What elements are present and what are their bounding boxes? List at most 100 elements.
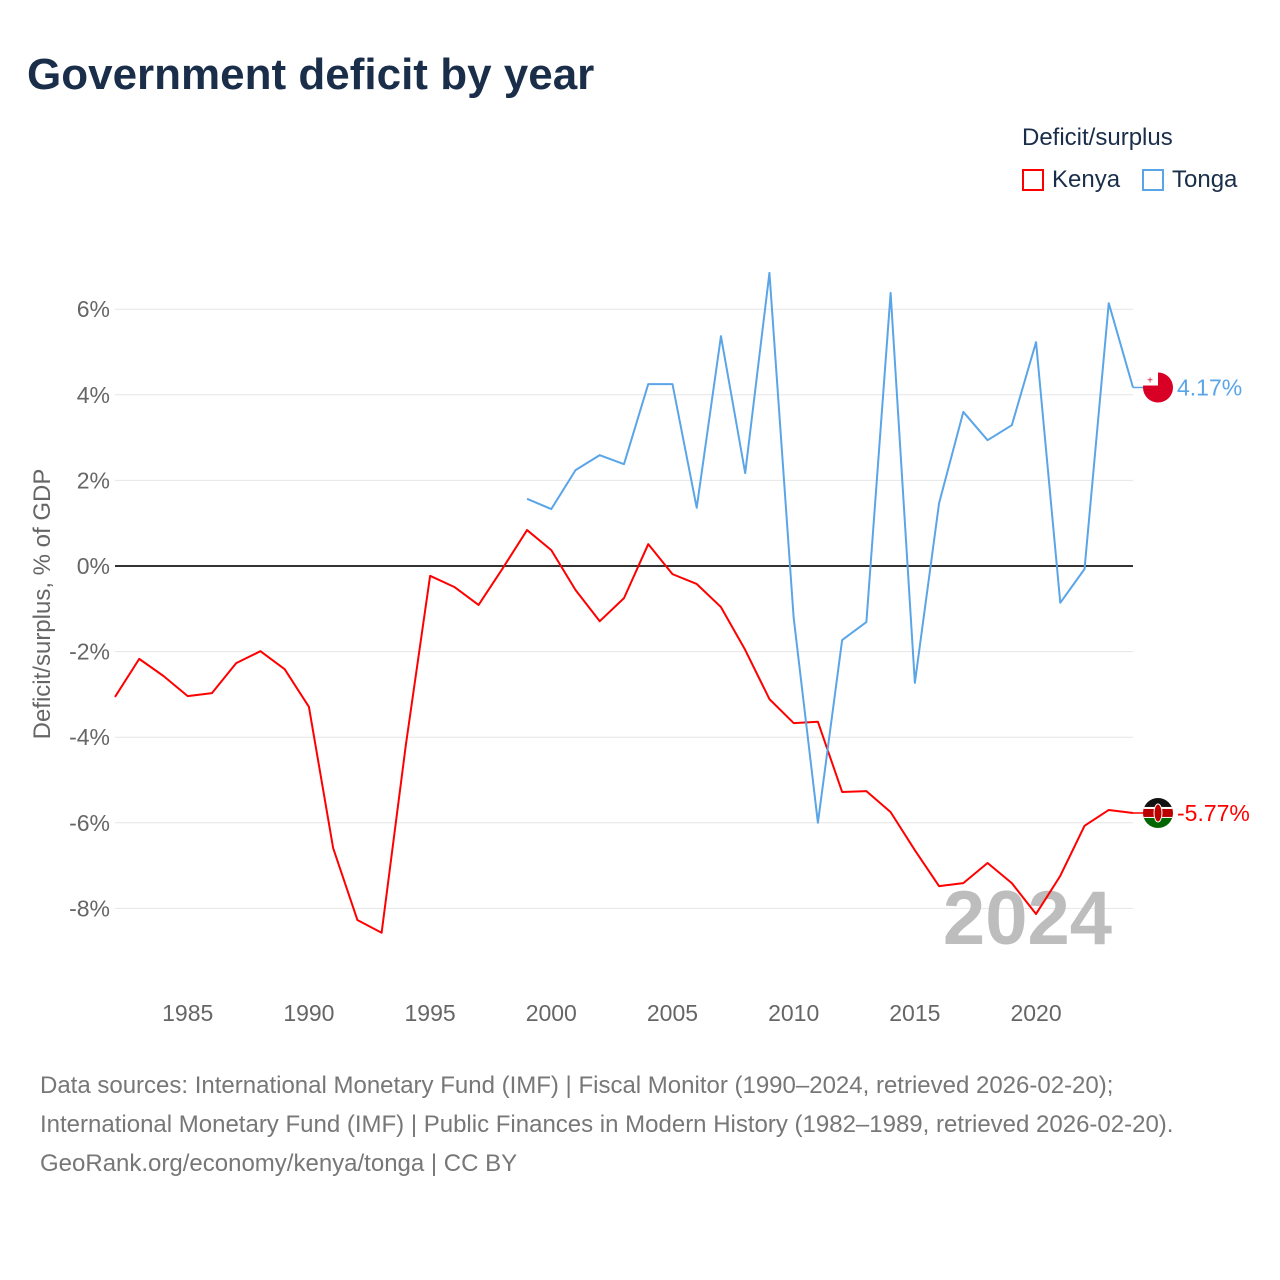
legend-swatch-kenya [1022, 169, 1044, 191]
x-tick-label: 1995 [405, 1000, 456, 1026]
data-point-tonga [1106, 301, 1111, 306]
legend-item-tonga[interactable]: Tonga [1142, 166, 1237, 194]
data-point-kenya [306, 704, 311, 709]
data-point-tonga [646, 382, 651, 387]
data-point-kenya [403, 742, 408, 747]
data-point-kenya [476, 602, 481, 607]
data-point-kenya [234, 661, 239, 666]
y-axis-label: Deficit/surplus, % of GDP [29, 469, 56, 740]
data-point-kenya [525, 528, 530, 533]
data-point-kenya [573, 587, 578, 592]
data-point-kenya [961, 881, 966, 886]
data-point-tonga [912, 680, 917, 685]
data-point-tonga [961, 409, 966, 414]
data-point-kenya [864, 789, 869, 794]
data-point-tonga [1034, 340, 1039, 345]
data-point-kenya [379, 930, 384, 935]
chart-title: Government deficit by year [27, 50, 595, 99]
data-point-tonga [622, 462, 627, 467]
data-point-kenya [985, 861, 990, 866]
shield [1153, 803, 1163, 823]
data-point-kenya [331, 846, 336, 851]
flag-icon-kenya [1143, 797, 1173, 828]
flag-canton [1143, 372, 1158, 386]
x-tick-label: 2020 [1010, 1000, 1061, 1026]
data-point-kenya [209, 691, 214, 696]
x-tick-label: 2000 [526, 1000, 577, 1026]
series-line-kenya [114, 529, 1134, 934]
data-point-kenya [888, 810, 893, 815]
data-point-tonga [1082, 566, 1087, 571]
data-point-kenya [791, 721, 796, 726]
data-point-tonga [670, 382, 675, 387]
year-watermark: 2024 [943, 876, 1112, 961]
data-point-kenya [815, 719, 820, 724]
data-point-tonga [840, 638, 845, 643]
data-point-tonga [1058, 600, 1063, 605]
data-point-kenya [1058, 873, 1063, 878]
data-point-kenya [428, 573, 433, 578]
footer: Data sources: International Monetary Fun… [40, 1066, 1240, 1183]
y-tick-label: 0% [77, 553, 110, 579]
flag-icon-tonga: + [1143, 372, 1173, 403]
data-point-tonga [549, 507, 554, 512]
data-point-kenya [912, 848, 917, 853]
series-line-tonga [526, 271, 1134, 824]
x-tick-label: 2010 [768, 1000, 819, 1026]
stripe-black [1143, 797, 1173, 808]
data-point-kenya [937, 884, 942, 889]
data-point-kenya [694, 581, 699, 586]
y-tick-label: 6% [77, 296, 110, 322]
end-value-label-tonga: 4.17% [1177, 375, 1242, 401]
data-point-kenya [258, 649, 263, 654]
y-tick-label: 4% [77, 382, 110, 408]
data-point-kenya [1082, 823, 1087, 828]
data-point-kenya [500, 566, 505, 571]
data-point-tonga [791, 615, 796, 620]
data-point-tonga [743, 471, 748, 476]
data-point-kenya [137, 656, 142, 661]
credit-link[interactable]: GeoRank.org/economy/kenya/tonga | CC BY [40, 1150, 518, 1177]
y-tick-label: 2% [77, 467, 110, 493]
flag-cross: + [1147, 376, 1153, 387]
data-point-kenya [1106, 807, 1111, 812]
data-point-kenya [185, 694, 190, 699]
data-point-tonga [694, 505, 699, 510]
legend-label-tonga: Tonga [1172, 166, 1238, 193]
legend-title: Deficit/surplus [1022, 124, 1173, 151]
data-point-tonga [573, 468, 578, 473]
data-point-tonga [767, 270, 772, 275]
x-tick-label: 1990 [283, 1000, 334, 1026]
data-point-kenya [549, 548, 554, 553]
data-point-kenya [161, 673, 166, 678]
data-point-kenya [282, 667, 287, 672]
x-tick-label: 1985 [162, 1000, 213, 1026]
y-tick-label: -8% [69, 895, 110, 921]
data-sources: Data sources: International Monetary Fun… [40, 1072, 1174, 1138]
data-point-tonga [597, 453, 602, 458]
data-point-tonga [1009, 423, 1014, 428]
data-point-kenya [113, 694, 118, 699]
data-point-tonga [937, 501, 942, 506]
data-point-kenya [1034, 911, 1039, 916]
x-tick-label: 2015 [889, 1000, 940, 1026]
data-point-kenya [743, 647, 748, 652]
data-point-kenya [597, 619, 602, 624]
legend-item-kenya[interactable]: Kenya [1022, 166, 1120, 194]
data-point-tonga [985, 438, 990, 443]
legend-label-kenya: Kenya [1052, 166, 1121, 193]
data-point-kenya [840, 789, 845, 794]
stripe-green [1143, 817, 1173, 828]
data-point-kenya [452, 584, 457, 589]
data-point-tonga [718, 334, 723, 339]
y-tick-label: -6% [69, 810, 110, 836]
data-point-kenya [1009, 881, 1014, 886]
end-value-label-kenya: -5.77% [1177, 800, 1250, 826]
data-point-tonga [525, 496, 530, 501]
legend-swatch-tonga [1142, 169, 1164, 191]
data-point-kenya [355, 917, 360, 922]
data-point-kenya [622, 596, 627, 601]
data-point-kenya [767, 697, 772, 702]
flag-stripes [1143, 797, 1173, 828]
